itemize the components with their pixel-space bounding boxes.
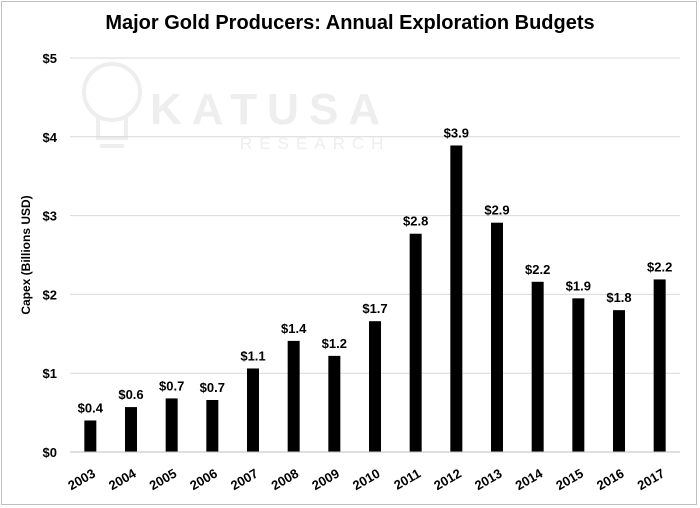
x-tick-label: 2006 [187,466,220,493]
y-axis-label: Capex (Billions USD) [19,195,33,314]
bar-2007 [247,368,259,452]
x-tick-label: 2011 [391,466,423,493]
x-tick-label: 2013 [472,466,505,493]
bar-2014 [531,281,544,452]
bar-2008 [287,340,300,452]
data-label-2006: $0.7 [200,380,225,395]
x-tick-label: 2003 [65,466,98,493]
chart-title: Major Gold Producers: Annual Exploration… [105,12,595,34]
bar-2012 [450,145,463,452]
x-tick-label: 2008 [269,466,302,493]
y-tick-label: $3 [43,209,57,224]
y-tick-label: $2 [43,287,57,302]
data-label-2011: $2.8 [403,214,428,229]
x-tick-label: 2005 [147,466,180,493]
data-label-2012: $3.9 [444,125,469,140]
bar-2010 [369,321,381,452]
data-label-2009: $1.2 [322,336,347,351]
bar-2009 [328,355,341,452]
y-tick-label: $0 [43,445,57,460]
x-tick-label: 2010 [350,466,383,493]
watermark-main-text: KATUSA [150,85,390,134]
data-label-2005: $0.7 [159,378,184,393]
x-tick-label: 2016 [594,466,627,493]
lightbulb-logo-icon [82,62,142,148]
y-tick-label: $5 [43,51,57,66]
gridlines [70,57,680,374]
data-label-2003: $0.4 [78,400,104,415]
bar-2011 [409,233,422,452]
data-label-2015: $1.9 [566,278,591,293]
watermark-sub-text: RESEARCH [240,134,390,153]
y-tick-label: $1 [43,366,57,381]
data-label-2007: $1.1 [240,348,265,363]
x-tick-label: 2015 [553,466,586,493]
x-axis-ticks: 2003 2004 2005 2006 2007 2008 2009 2010 2011 2012… [65,465,667,493]
y-tick-label: $4 [43,130,58,145]
bar-2013 [491,222,503,452]
data-label-2016: $1.8 [606,290,631,305]
x-tick-label: 2012 [431,466,464,493]
x-tick-label: 2004 [106,465,139,493]
x-tick-label: 2009 [309,466,342,493]
bar-2003 [84,420,97,452]
bar-2016 [613,310,625,452]
data-label-2008: $1.4 [281,321,307,336]
x-tick-label: 2007 [228,466,261,493]
x-tick-label: 2014 [513,465,546,493]
x-tick-label: 2017 [635,466,668,493]
data-labels: $0.4 $0.6 $0.7 $0.7 $1.1 $1.4 $1.2 $1.7 $2.8 $3.9… [78,125,673,415]
data-label-2004: $0.6 [118,387,143,402]
data-label-2010: $1.7 [362,301,387,316]
bar-2005 [165,398,178,452]
data-label-2014: $2.2 [525,262,550,277]
data-label-2017: $2.2 [647,259,672,274]
bar-2006 [206,399,219,452]
bar-2015 [572,298,585,452]
watermark: KATUSA RESEARCH [82,62,390,153]
bars [84,145,666,452]
data-label-2013: $2.9 [484,203,509,218]
bar-2004 [125,407,137,452]
y-axis-ticks: $0 $1 $2 $3 $4 $5 [43,51,58,460]
bar-2017 [653,279,666,452]
